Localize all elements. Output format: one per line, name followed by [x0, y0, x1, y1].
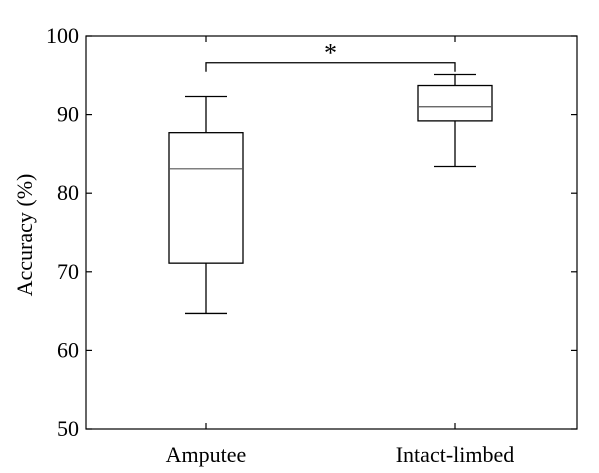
y-tick-label: 70 — [57, 259, 79, 284]
iqr-box — [417, 84, 493, 122]
box-amputee: Amputee — [166, 95, 247, 467]
y-axis-label: Accuracy (%) — [12, 174, 37, 297]
x-category-label: Intact-limbed — [396, 442, 515, 467]
y-tick-label: 60 — [57, 337, 79, 362]
y-tick-label: 90 — [57, 102, 79, 127]
significance-bracket — [205, 62, 456, 72]
y-tick-label: 100 — [46, 23, 79, 48]
plot-frame — [85, 35, 578, 430]
significance-asterisk: * — [324, 39, 337, 68]
box-intact-limbed: Intact-limbed — [396, 73, 515, 467]
y-tick-label: 50 — [57, 416, 79, 441]
iqr-box — [168, 132, 244, 264]
x-category-label: Amputee — [166, 442, 247, 467]
y-tick-label: 80 — [57, 180, 79, 205]
